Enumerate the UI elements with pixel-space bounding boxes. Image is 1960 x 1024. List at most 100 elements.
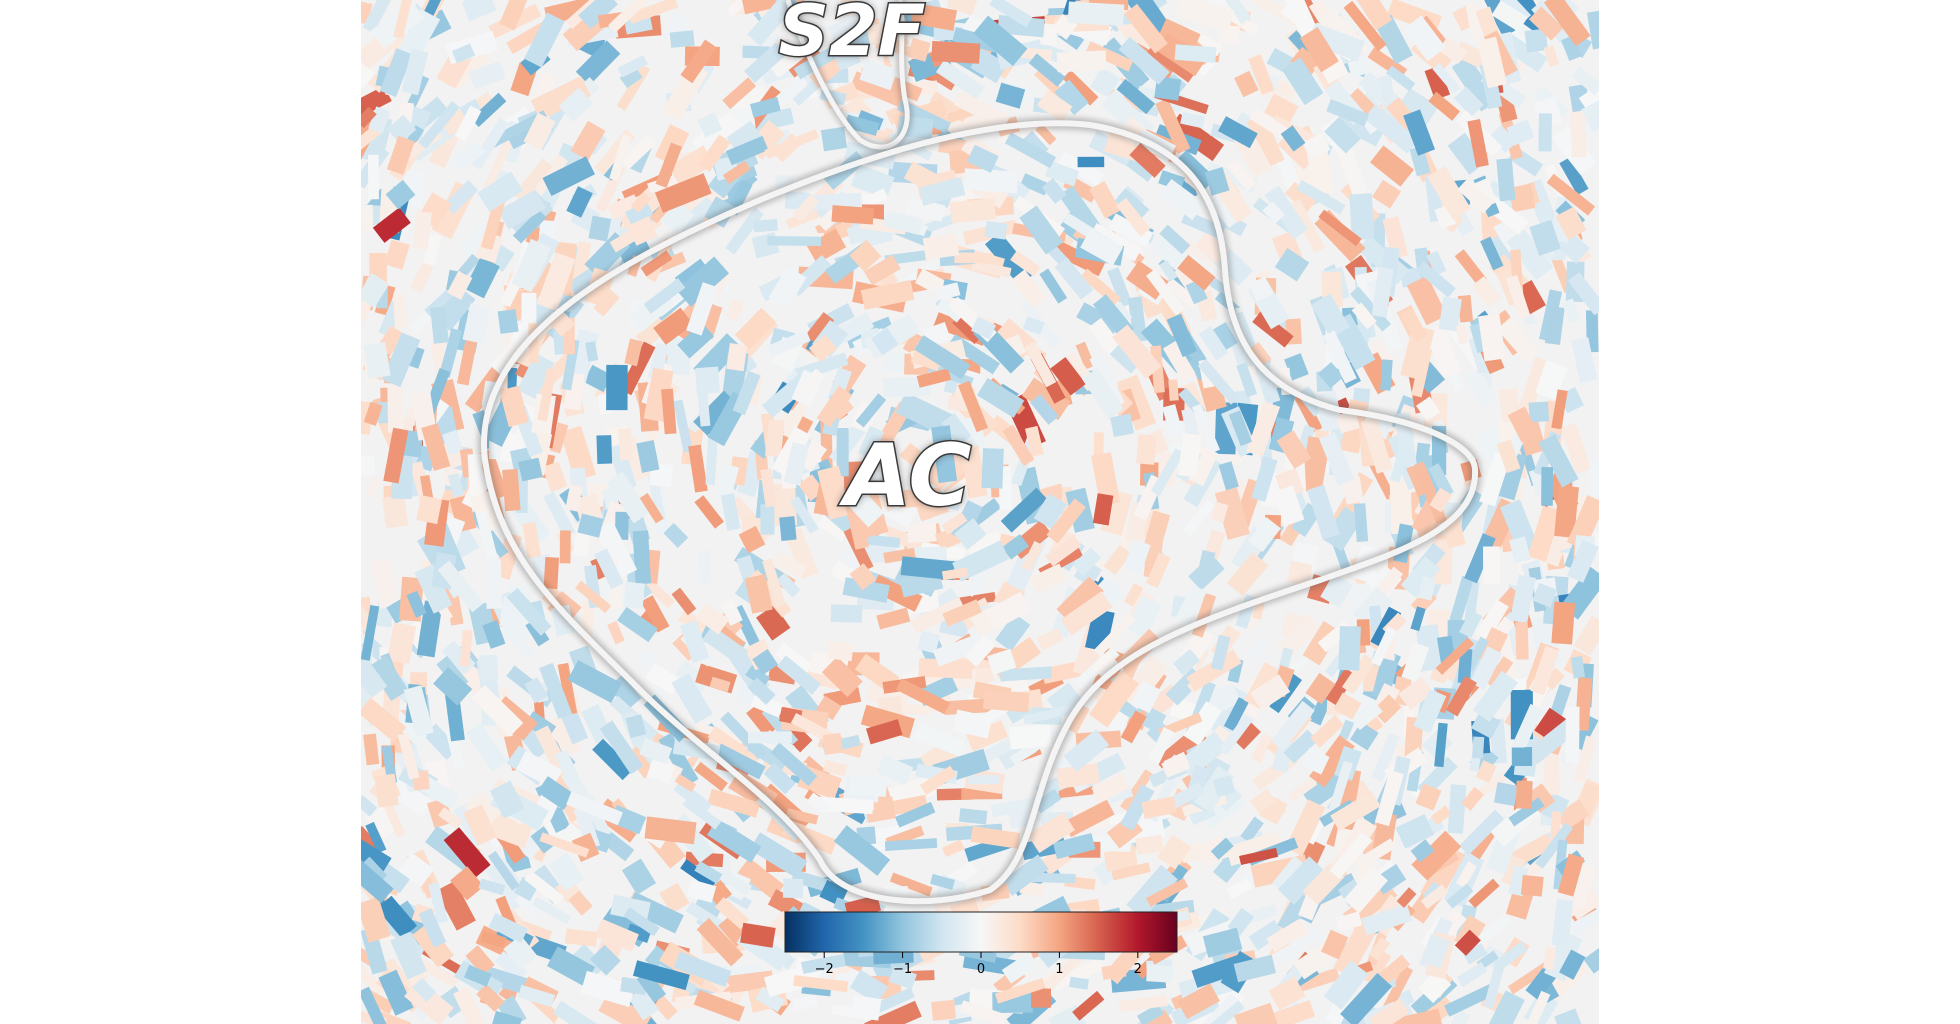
map-cell xyxy=(362,0,395,34)
map-cell xyxy=(1468,336,1490,375)
map-cell xyxy=(720,711,767,760)
map-cell xyxy=(482,620,506,649)
map-cell xyxy=(1231,720,1261,750)
map-cell xyxy=(578,0,618,30)
map-cell xyxy=(525,618,550,647)
map-cell xyxy=(438,328,463,379)
map-cell xyxy=(725,299,745,322)
map-cell xyxy=(1226,878,1253,899)
map-cell xyxy=(503,935,538,970)
map-cell xyxy=(698,550,712,584)
map-cell xyxy=(1338,625,1361,671)
map-cell xyxy=(1508,797,1545,827)
map-cell xyxy=(1554,485,1579,538)
map-cell xyxy=(1248,54,1275,95)
map-cell xyxy=(524,677,548,704)
map-cell xyxy=(401,48,429,96)
map-cell xyxy=(990,796,1039,818)
map-cell xyxy=(968,775,1000,785)
map-cell xyxy=(954,252,993,264)
map-cell xyxy=(1289,198,1325,254)
map-cell xyxy=(1218,714,1254,756)
map-cell xyxy=(381,799,406,838)
map-cell xyxy=(1125,595,1162,639)
map-cell xyxy=(1349,286,1391,332)
map-cell xyxy=(1030,563,1067,594)
map-cell xyxy=(583,364,613,393)
map-cell xyxy=(361,124,382,151)
map-cell xyxy=(1262,201,1285,225)
map-cell xyxy=(1033,493,1068,530)
map-cell xyxy=(1116,197,1151,237)
map-cell xyxy=(580,970,636,1008)
map-cell xyxy=(1565,706,1580,763)
map-cell xyxy=(1120,710,1147,744)
map-cell xyxy=(1146,964,1174,983)
map-cell xyxy=(1250,674,1291,711)
map-cell xyxy=(1044,160,1080,187)
map-cell xyxy=(413,956,459,988)
map-cell xyxy=(907,523,937,543)
map-cell xyxy=(831,205,874,225)
map-cell xyxy=(623,907,660,937)
map-cell xyxy=(1526,783,1556,813)
map-cell xyxy=(1120,769,1154,812)
map-cell xyxy=(1560,423,1592,474)
map-cell xyxy=(1493,782,1519,807)
map-cell xyxy=(914,335,971,380)
map-cell xyxy=(1118,994,1168,1013)
map-cell xyxy=(971,316,997,340)
map-cell xyxy=(661,12,693,46)
map-cell xyxy=(961,562,995,597)
map-cell xyxy=(381,332,421,388)
colorbar-tick-label: −2 xyxy=(815,962,834,977)
map-cell xyxy=(1284,353,1309,381)
map-cell xyxy=(461,0,497,22)
map-cell xyxy=(423,233,442,266)
map-cell xyxy=(421,423,451,472)
map-cell xyxy=(1163,751,1190,773)
map-cell xyxy=(1328,760,1353,813)
map-cell xyxy=(398,852,435,888)
map-cell xyxy=(1159,259,1178,282)
map-cell xyxy=(1164,277,1202,311)
map-cell xyxy=(694,761,728,792)
map-cell xyxy=(987,648,1017,675)
map-cell xyxy=(1400,324,1435,381)
map-cell xyxy=(1217,116,1258,149)
map-cell xyxy=(1363,103,1419,154)
map-cell xyxy=(1424,65,1451,101)
map-cell xyxy=(1056,763,1101,789)
map-cell xyxy=(833,825,891,876)
map-cell xyxy=(827,13,865,43)
map-cell xyxy=(1525,990,1551,1024)
map-cell xyxy=(859,58,898,91)
map-cell xyxy=(1159,224,1191,255)
map-cell xyxy=(387,385,405,433)
map-cell xyxy=(1001,534,1029,560)
map-cell xyxy=(559,425,597,481)
map-cell xyxy=(1352,701,1383,731)
map-cell xyxy=(867,0,903,20)
map-cell xyxy=(737,857,785,900)
map-cell xyxy=(679,620,710,664)
map-cell xyxy=(1177,254,1216,291)
map-cell xyxy=(457,220,495,259)
map-cell xyxy=(1420,884,1449,910)
map-cell xyxy=(617,55,649,78)
map-cell xyxy=(1491,0,1528,32)
map-cell xyxy=(480,196,506,251)
map-cell xyxy=(1199,993,1242,1024)
map-cell xyxy=(668,145,715,186)
map-cell xyxy=(616,64,651,111)
map-cell xyxy=(844,500,870,550)
map-cell xyxy=(763,762,796,795)
map-cell xyxy=(734,307,777,350)
map-cell xyxy=(1310,714,1345,748)
map-cell xyxy=(1544,930,1583,982)
map-cell xyxy=(1341,654,1376,695)
map-cell xyxy=(722,77,757,110)
map-cell xyxy=(454,105,482,142)
map-cell xyxy=(640,250,673,277)
map-cell xyxy=(1245,635,1271,663)
